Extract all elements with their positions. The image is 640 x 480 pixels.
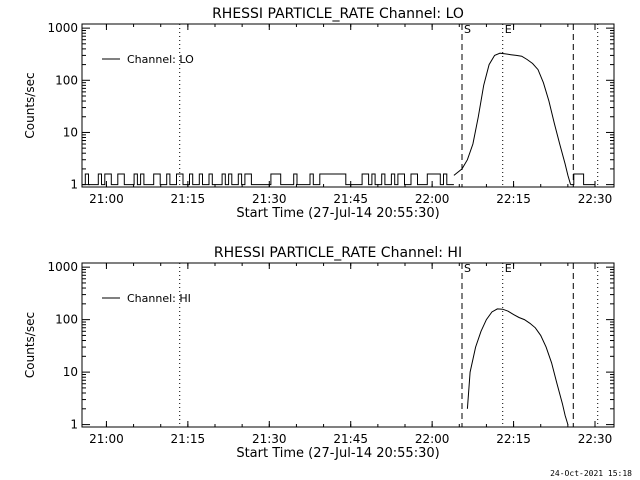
x-tick-label: 21:15 xyxy=(171,432,206,446)
marker-label: S xyxy=(464,23,471,36)
x-axis-label: Start Time (27-Jul-14 20:55:30) xyxy=(236,206,439,221)
x-tick-label: 21:45 xyxy=(333,192,368,206)
series-line xyxy=(466,308,569,425)
x-tick-label: 22:15 xyxy=(496,192,531,206)
x-tick-label: 22:15 xyxy=(496,432,531,446)
x-tick-label: 21:00 xyxy=(89,432,124,446)
chart-lo: RHESSI PARTICLE_RATE Channel: LO 1 10 100 10… xyxy=(23,6,615,221)
x-tick-label: 21:45 xyxy=(333,432,368,446)
series-line xyxy=(453,52,572,185)
y-tick-label: 100 xyxy=(55,73,78,87)
x-tick-label: 22:30 xyxy=(578,192,613,206)
y-tick-label: 1 xyxy=(70,178,78,192)
y-tick-label: 1000 xyxy=(47,21,78,35)
legend-entry: Channel: LO xyxy=(127,53,194,66)
x-tick-label: 21:00 xyxy=(89,192,124,206)
y-tick-label: 10 xyxy=(63,365,78,379)
x-tick-label: 21:30 xyxy=(252,432,287,446)
y-tick-label: 10 xyxy=(63,125,78,139)
chart-hi: RHESSI PARTICLE_RATE Channel: HI 1 10 100 10… xyxy=(23,245,615,461)
y-tick-label: 1 xyxy=(70,418,78,432)
x-axis-label: Start Time (27-Jul-14 20:55:30) xyxy=(236,446,439,461)
series-line xyxy=(82,173,454,186)
plot-frame xyxy=(81,23,615,188)
marker-label: S xyxy=(464,262,471,275)
x-tick-label: 21:30 xyxy=(252,192,287,206)
legend-entry: Channel: HI xyxy=(127,292,191,305)
y-axis-label: Counts/sec xyxy=(23,72,37,138)
x-tick-label: 22:00 xyxy=(415,432,450,446)
y-tick-label: 100 xyxy=(55,313,78,327)
x-tick-label: 22:00 xyxy=(415,192,450,206)
x-tick-label: 21:15 xyxy=(171,192,206,206)
marker-label: E xyxy=(505,262,512,275)
plot-frame xyxy=(81,262,615,428)
chart-title: RHESSI PARTICLE_RATE Channel: LO xyxy=(212,6,464,22)
x-tick-label: 22:30 xyxy=(578,432,613,446)
marker-label: E xyxy=(505,23,512,36)
y-axis-label: Counts/sec xyxy=(23,312,37,378)
series-line xyxy=(570,173,595,186)
footer-timestamp: 24-Oct-2021 15:18 xyxy=(550,469,632,478)
chart-title: RHESSI PARTICLE_RATE Channel: HI xyxy=(214,245,462,261)
y-tick-label: 1000 xyxy=(47,260,78,274)
